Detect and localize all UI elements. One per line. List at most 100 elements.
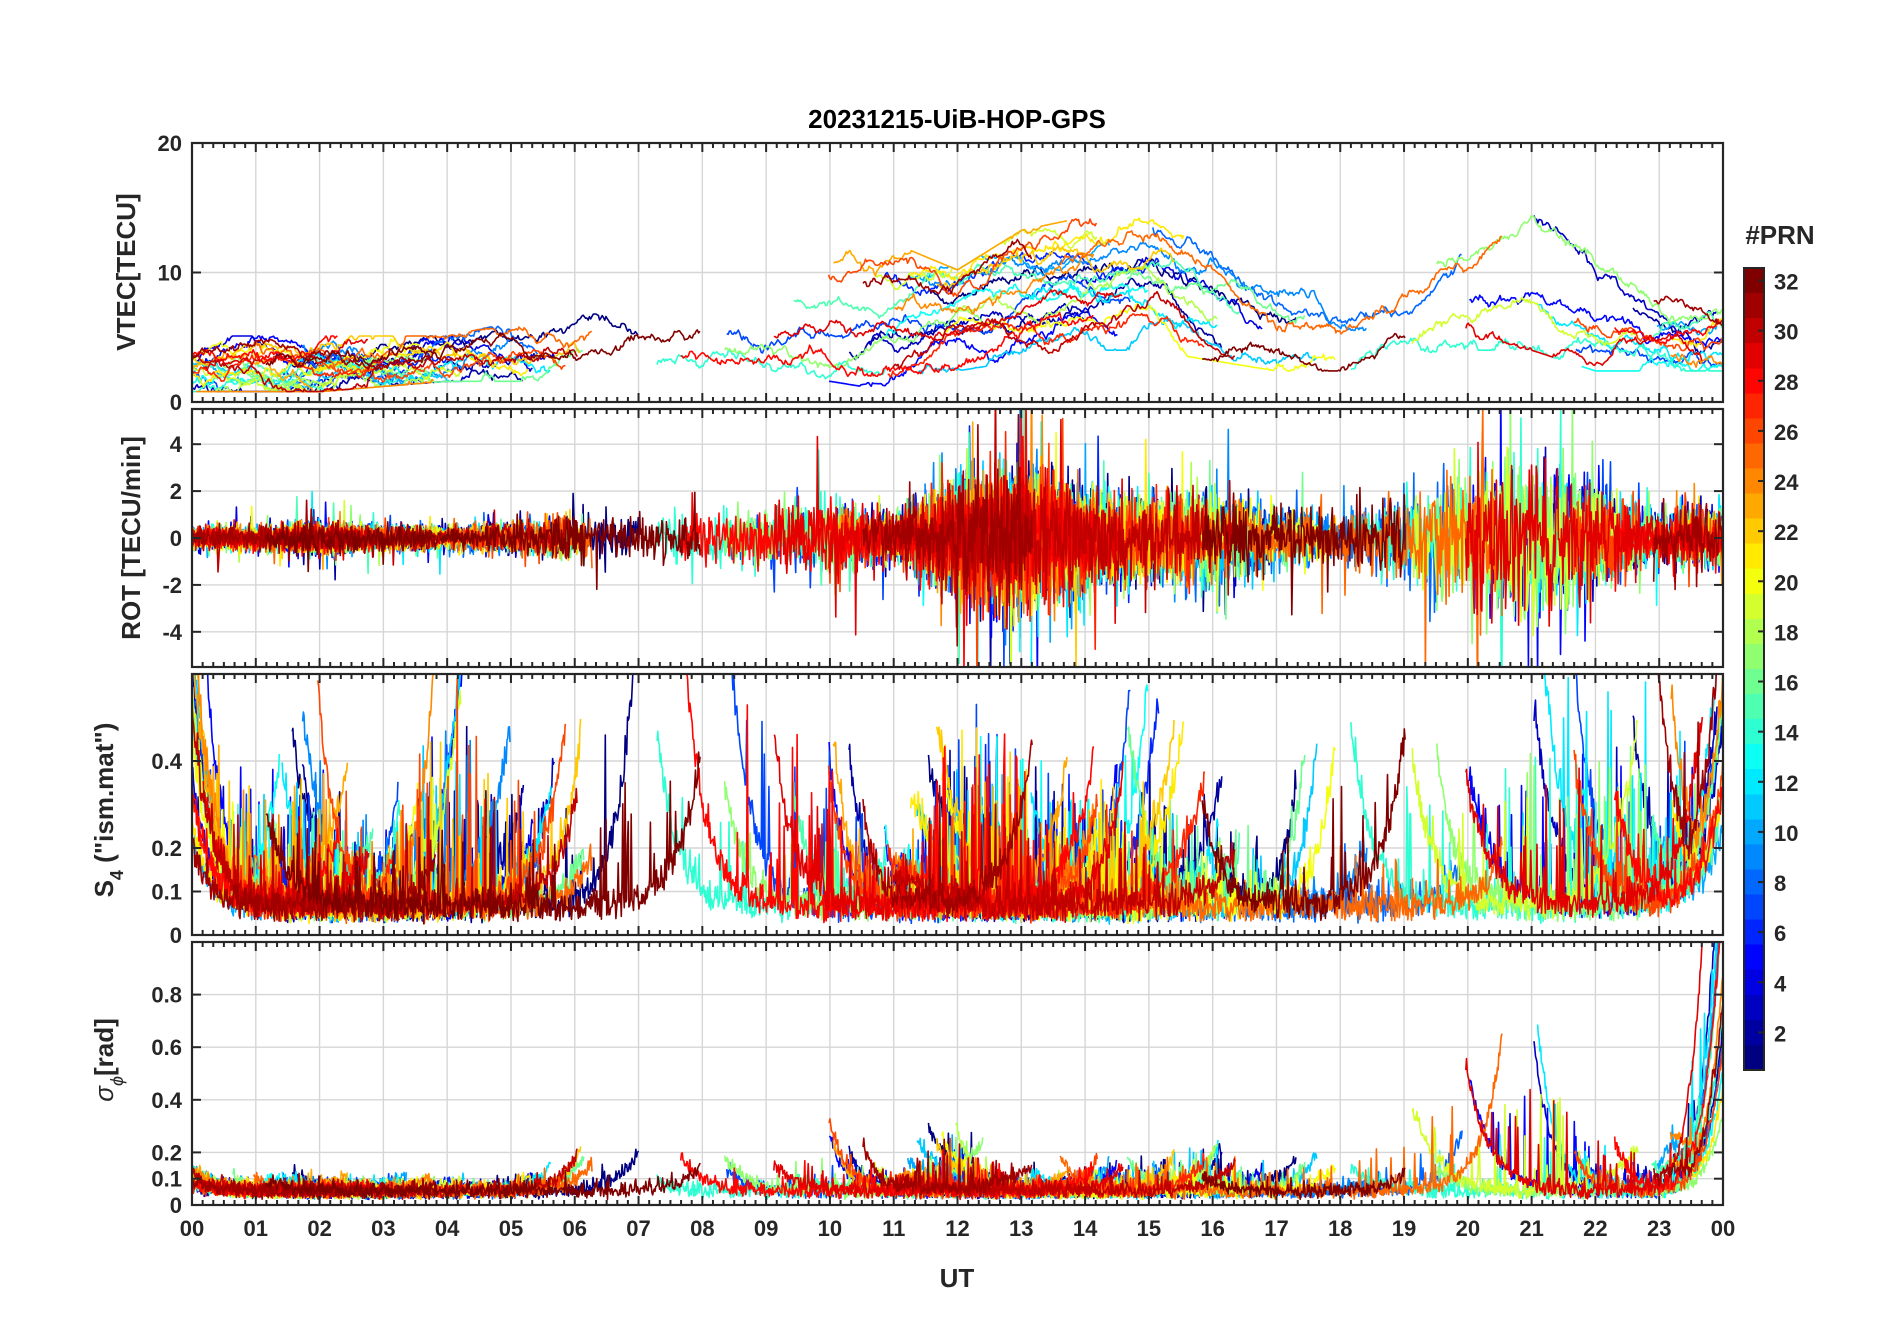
- vtec-series-prn-25-61: [253, 326, 593, 369]
- s4-ytick-label-0: 0: [170, 923, 182, 948]
- sigma-phi-ytick-label-5: 0.8: [151, 983, 182, 1008]
- colorbar-tick-label-1: 4: [1774, 971, 1787, 996]
- x-tick-label-15: 15: [1137, 1216, 1161, 1241]
- sigma-phi-series-prn-28-70: [1613, 942, 1721, 1197]
- sigma-phi-series-prn-29-73: [1465, 942, 1703, 1200]
- vtec-series-prn-17-42: [724, 307, 984, 369]
- s4-series-prn-31-77: [862, 739, 1033, 919]
- x-tick-label-20: 20: [1456, 1216, 1480, 1241]
- x-tick-label-0: 00: [180, 1216, 204, 1241]
- s4-series-prn-29-73: [1465, 717, 1704, 918]
- sigma-phi-ylabel-sigma: σ: [89, 1085, 119, 1102]
- x-tick-label-3: 03: [371, 1216, 395, 1241]
- sigma-phi-series-prn-31-77: [862, 1137, 1033, 1197]
- panel-vtec: 0 10 20 VTEC[TECU]: [111, 131, 1725, 415]
- x-tick-label-10: 10: [818, 1216, 842, 1241]
- s4-series-prn-31-76: [192, 837, 437, 922]
- x-tick-label-14: 14: [1073, 1216, 1098, 1241]
- vtec-series-prn-28-70: [1614, 318, 1723, 345]
- x-tick-label-5: 05: [499, 1216, 523, 1241]
- sigma-phi-ytick-label-4: 0.6: [151, 1035, 182, 1060]
- x-axis-label: UT: [940, 1263, 975, 1293]
- x-tick-label-23: 23: [1647, 1216, 1671, 1241]
- sigma-phi-ylabel: σϕ[rad]: [89, 1018, 127, 1101]
- vtec-series-prn-19-48: [1411, 296, 1639, 347]
- x-tick-label-9: 09: [754, 1216, 778, 1241]
- vtec-ytick-label-1: 10: [158, 261, 182, 286]
- vtec-series-prn-28-69: [680, 311, 1094, 378]
- s4-series-prn-28-70: [1613, 786, 1723, 908]
- colorbar-tick-label-12: 26: [1774, 420, 1798, 445]
- vtec-series-prn-24-59: [894, 252, 1095, 315]
- x-tick-label-11: 11: [882, 1216, 905, 1241]
- colorbar-tick-label-11: 24: [1774, 470, 1799, 495]
- s4-ylabel: S4 ("ism.mat"): [89, 723, 127, 898]
- chart-title: 20231215-UiB-HOP-GPS: [808, 104, 1106, 134]
- vtec-series-prn-5-12: [1469, 291, 1723, 347]
- vtec-series-prn-18-45: [954, 265, 1218, 326]
- vtec-ylabel: VTEC[TECU]: [111, 193, 141, 350]
- x-tick-label-13: 13: [1009, 1216, 1033, 1241]
- vtec-series-prn-26-63: [317, 348, 566, 383]
- s4-series-prn-26-65: [1573, 749, 1723, 918]
- colorbar-label: #PRN: [1745, 220, 1814, 250]
- colorbar-tick-label-9: 20: [1774, 570, 1798, 595]
- vtec-series-prn-15-37: [793, 258, 1240, 319]
- s4-series-prn-32-80: [1201, 728, 1406, 922]
- sigma-phi-series-prn-32-80: [1201, 1167, 1406, 1201]
- colorbar-tick-label-10: 22: [1774, 520, 1798, 545]
- sigma-phi-ylabel-rest: [rad]: [89, 1018, 119, 1076]
- colorbar-tick-label-14: 30: [1774, 320, 1798, 345]
- vtec-series-prn-16-40: [1126, 270, 1306, 324]
- rot-series-prn-29-72: [773, 418, 1124, 636]
- vtec-series-prn-30-75: [892, 290, 1235, 371]
- vtec-series-prn-8-19: [1152, 227, 1462, 325]
- x-tick-label-7: 07: [626, 1216, 650, 1241]
- x-tick-label-12: 12: [945, 1216, 969, 1241]
- rot-ytick-label-1: -2: [162, 573, 182, 598]
- vtec-series-prn-23-57: [833, 220, 1068, 277]
- x-tick-label-21: 21: [1519, 1216, 1543, 1241]
- colorbar-tick-label-0: 2: [1774, 1021, 1786, 1046]
- sigma-phi-axes: 00.10.2 0.4 0.6 0.8: [151, 940, 1725, 1218]
- vtec-series-prn-32-80: [1202, 332, 1406, 372]
- rot-axes: -4 -2 0 2 4: [162, 407, 1725, 669]
- vtec-ytick-label-0: 0: [170, 390, 182, 415]
- vtec-series-prn-29-72: [773, 289, 1123, 341]
- vtec-series-prn-21-52: [910, 217, 1185, 282]
- colorbar-tick-label-13: 28: [1774, 370, 1798, 395]
- x-tick-label-6: 06: [563, 1216, 587, 1241]
- x-tick-label-2: 02: [307, 1216, 331, 1241]
- vtec-series: [192, 214, 1723, 393]
- colorbar-gradient: [1743, 267, 1765, 1071]
- colorbar-tick-label-7: 16: [1774, 671, 1798, 696]
- vtec-series-prn-31-76: [193, 338, 437, 371]
- sigma-phi-ylabel-sub: ϕ: [107, 1076, 127, 1086]
- vtec-series-prn-17-43: [1436, 214, 1723, 324]
- vtec-series-prn-29-71: [203, 338, 369, 371]
- vtec-series-prn-19-46: [192, 362, 462, 393]
- vtec-series-prn-32-79: [265, 329, 701, 368]
- s4-ylabel-sub: 4: [107, 870, 127, 880]
- vtec-series-prn-25-62: [1059, 230, 1502, 335]
- colorbar-tick-label-3: 8: [1774, 871, 1786, 896]
- vtec-series-prn-12-29: [1537, 303, 1723, 364]
- colorbar-tick-label-4: 10: [1774, 821, 1798, 846]
- vtec-ytick-label-2: 20: [158, 131, 182, 156]
- vtec-series-prn-3-7: [1533, 215, 1717, 333]
- rot-series-prn-32-80: [1201, 486, 1406, 616]
- sigma-phi-series-prn-31-76: [192, 1172, 437, 1200]
- x-tick-label-1: 01: [244, 1216, 268, 1241]
- rot-ytick-label-3: 2: [170, 479, 182, 504]
- s4-series-prn-30-75: [892, 821, 1236, 924]
- vtec-series-prn-31-78: [1653, 295, 1723, 327]
- sigma-phi-ytick-label-2: 0.2: [151, 1140, 182, 1165]
- s4-series-prn-31-78: [1657, 674, 1718, 860]
- s4-series: [192, 674, 1723, 925]
- vtec-series-prn-21-53: [1671, 318, 1722, 348]
- sigma-phi-ytick-label-1: 0.1: [151, 1167, 182, 1192]
- vtec-series-prn-5-10: [203, 335, 466, 369]
- s4-ytick-label-2: 0.2: [151, 836, 182, 861]
